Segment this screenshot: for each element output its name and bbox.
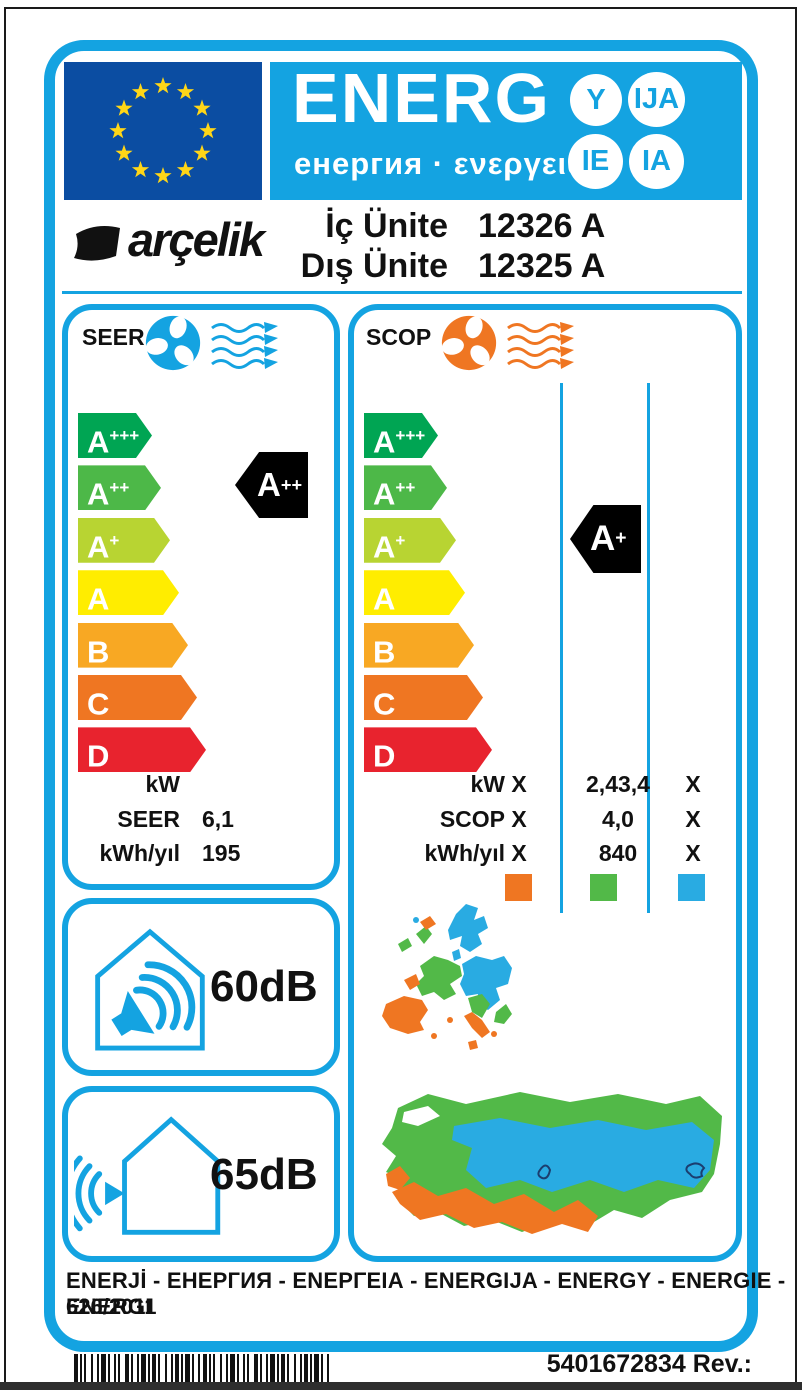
column-divider	[560, 383, 563, 913]
seer-rating-tag: A ++	[235, 452, 308, 518]
energy-class-arrow-A: A	[364, 570, 465, 615]
scop-title: SCOP	[366, 324, 432, 350]
energy-class-arrow-B: B	[364, 623, 474, 668]
fan-icon	[441, 315, 497, 371]
indoor-unit-value: 12326 A	[478, 207, 606, 245]
energy-class-arrow-A+: A+	[78, 518, 170, 563]
outdoor-unit-value: 12325 A	[478, 247, 606, 285]
energy-class-arrow-C: C	[78, 675, 197, 720]
energ-subtitle: енергия · ενεργεια	[294, 146, 588, 181]
suffix-circle-y: Y	[570, 74, 622, 126]
energy-class-arrow-D: D	[78, 727, 206, 772]
outdoor-unit-label: Dış Ünite	[300, 247, 448, 285]
seer-panel: SEER A+++ A++ A+ A B C D A ++ kW	[62, 304, 340, 890]
energy-class-arrow-A+++: A+++	[78, 413, 152, 458]
energy-class-arrow-A++: A++	[364, 465, 447, 510]
energy-class-arrow-A: A	[78, 570, 179, 615]
barcode	[74, 1354, 332, 1384]
energy-class-arrow-C: C	[364, 675, 483, 720]
fan-icon	[145, 315, 201, 371]
indoor-noise-box: 60dB	[62, 898, 340, 1076]
energy-class-arrow-A+++: A+++	[364, 413, 438, 458]
suffix-circle-ie: IE	[568, 134, 623, 189]
scop-panel: SCOP A+++ A++ A+ A B C D A +	[348, 304, 742, 1262]
seer-title: SEER	[82, 324, 145, 350]
scop-rating: A	[590, 519, 616, 558]
indoor-unit-label: İç Ünite	[325, 207, 448, 245]
arcelik-logo-icon	[74, 226, 120, 261]
energy-class-arrow-A+: A+	[364, 518, 456, 563]
europe-climate-map	[382, 904, 512, 1050]
column-divider	[647, 383, 650, 913]
bottom-bar	[0, 1382, 802, 1390]
warm-zone-swatch	[505, 874, 532, 901]
energy-class-arrow-A++: A++	[78, 465, 161, 510]
outdoor-noise-value: 65dB	[210, 1150, 318, 1199]
indoor-noise-icon	[95, 928, 205, 1051]
cold-zone-swatch	[678, 874, 705, 901]
suffix-circle-ija: IJA	[628, 72, 685, 127]
energ-header: ENERG енергия · ενεργεια Y IJA IE IA	[270, 59, 742, 200]
average-zone-swatch	[590, 874, 617, 901]
energy-class-arrow-D: D	[364, 727, 492, 772]
airflow-arrows-icon	[211, 322, 278, 369]
header-divider	[62, 291, 742, 294]
eu-flag-icon	[64, 62, 262, 200]
brand-name: arçelik	[128, 213, 265, 266]
outdoor-noise-icon	[74, 1116, 221, 1235]
turkey-climate-map	[382, 1092, 722, 1234]
scop-rating-tag: A +	[570, 505, 641, 573]
label-code: 5401672834 Rev.:	[546, 1350, 752, 1378]
outdoor-noise-box: 65dB	[62, 1086, 340, 1262]
regulation-number: 626/2011	[66, 1294, 157, 1319]
airflow-arrows-icon	[507, 322, 574, 369]
energy-languages-line: ENERJİ - ЕНЕРГИЯ - ΕΝΕΡΓΕΙΑ - ENERGIJA -…	[66, 1268, 786, 1319]
energ-title: ENERG	[292, 59, 551, 137]
suffix-circle-ia: IA	[629, 134, 684, 189]
indoor-noise-value: 60dB	[210, 962, 318, 1011]
seer-rating: A	[257, 466, 281, 503]
energy-class-arrow-B: B	[78, 623, 188, 668]
